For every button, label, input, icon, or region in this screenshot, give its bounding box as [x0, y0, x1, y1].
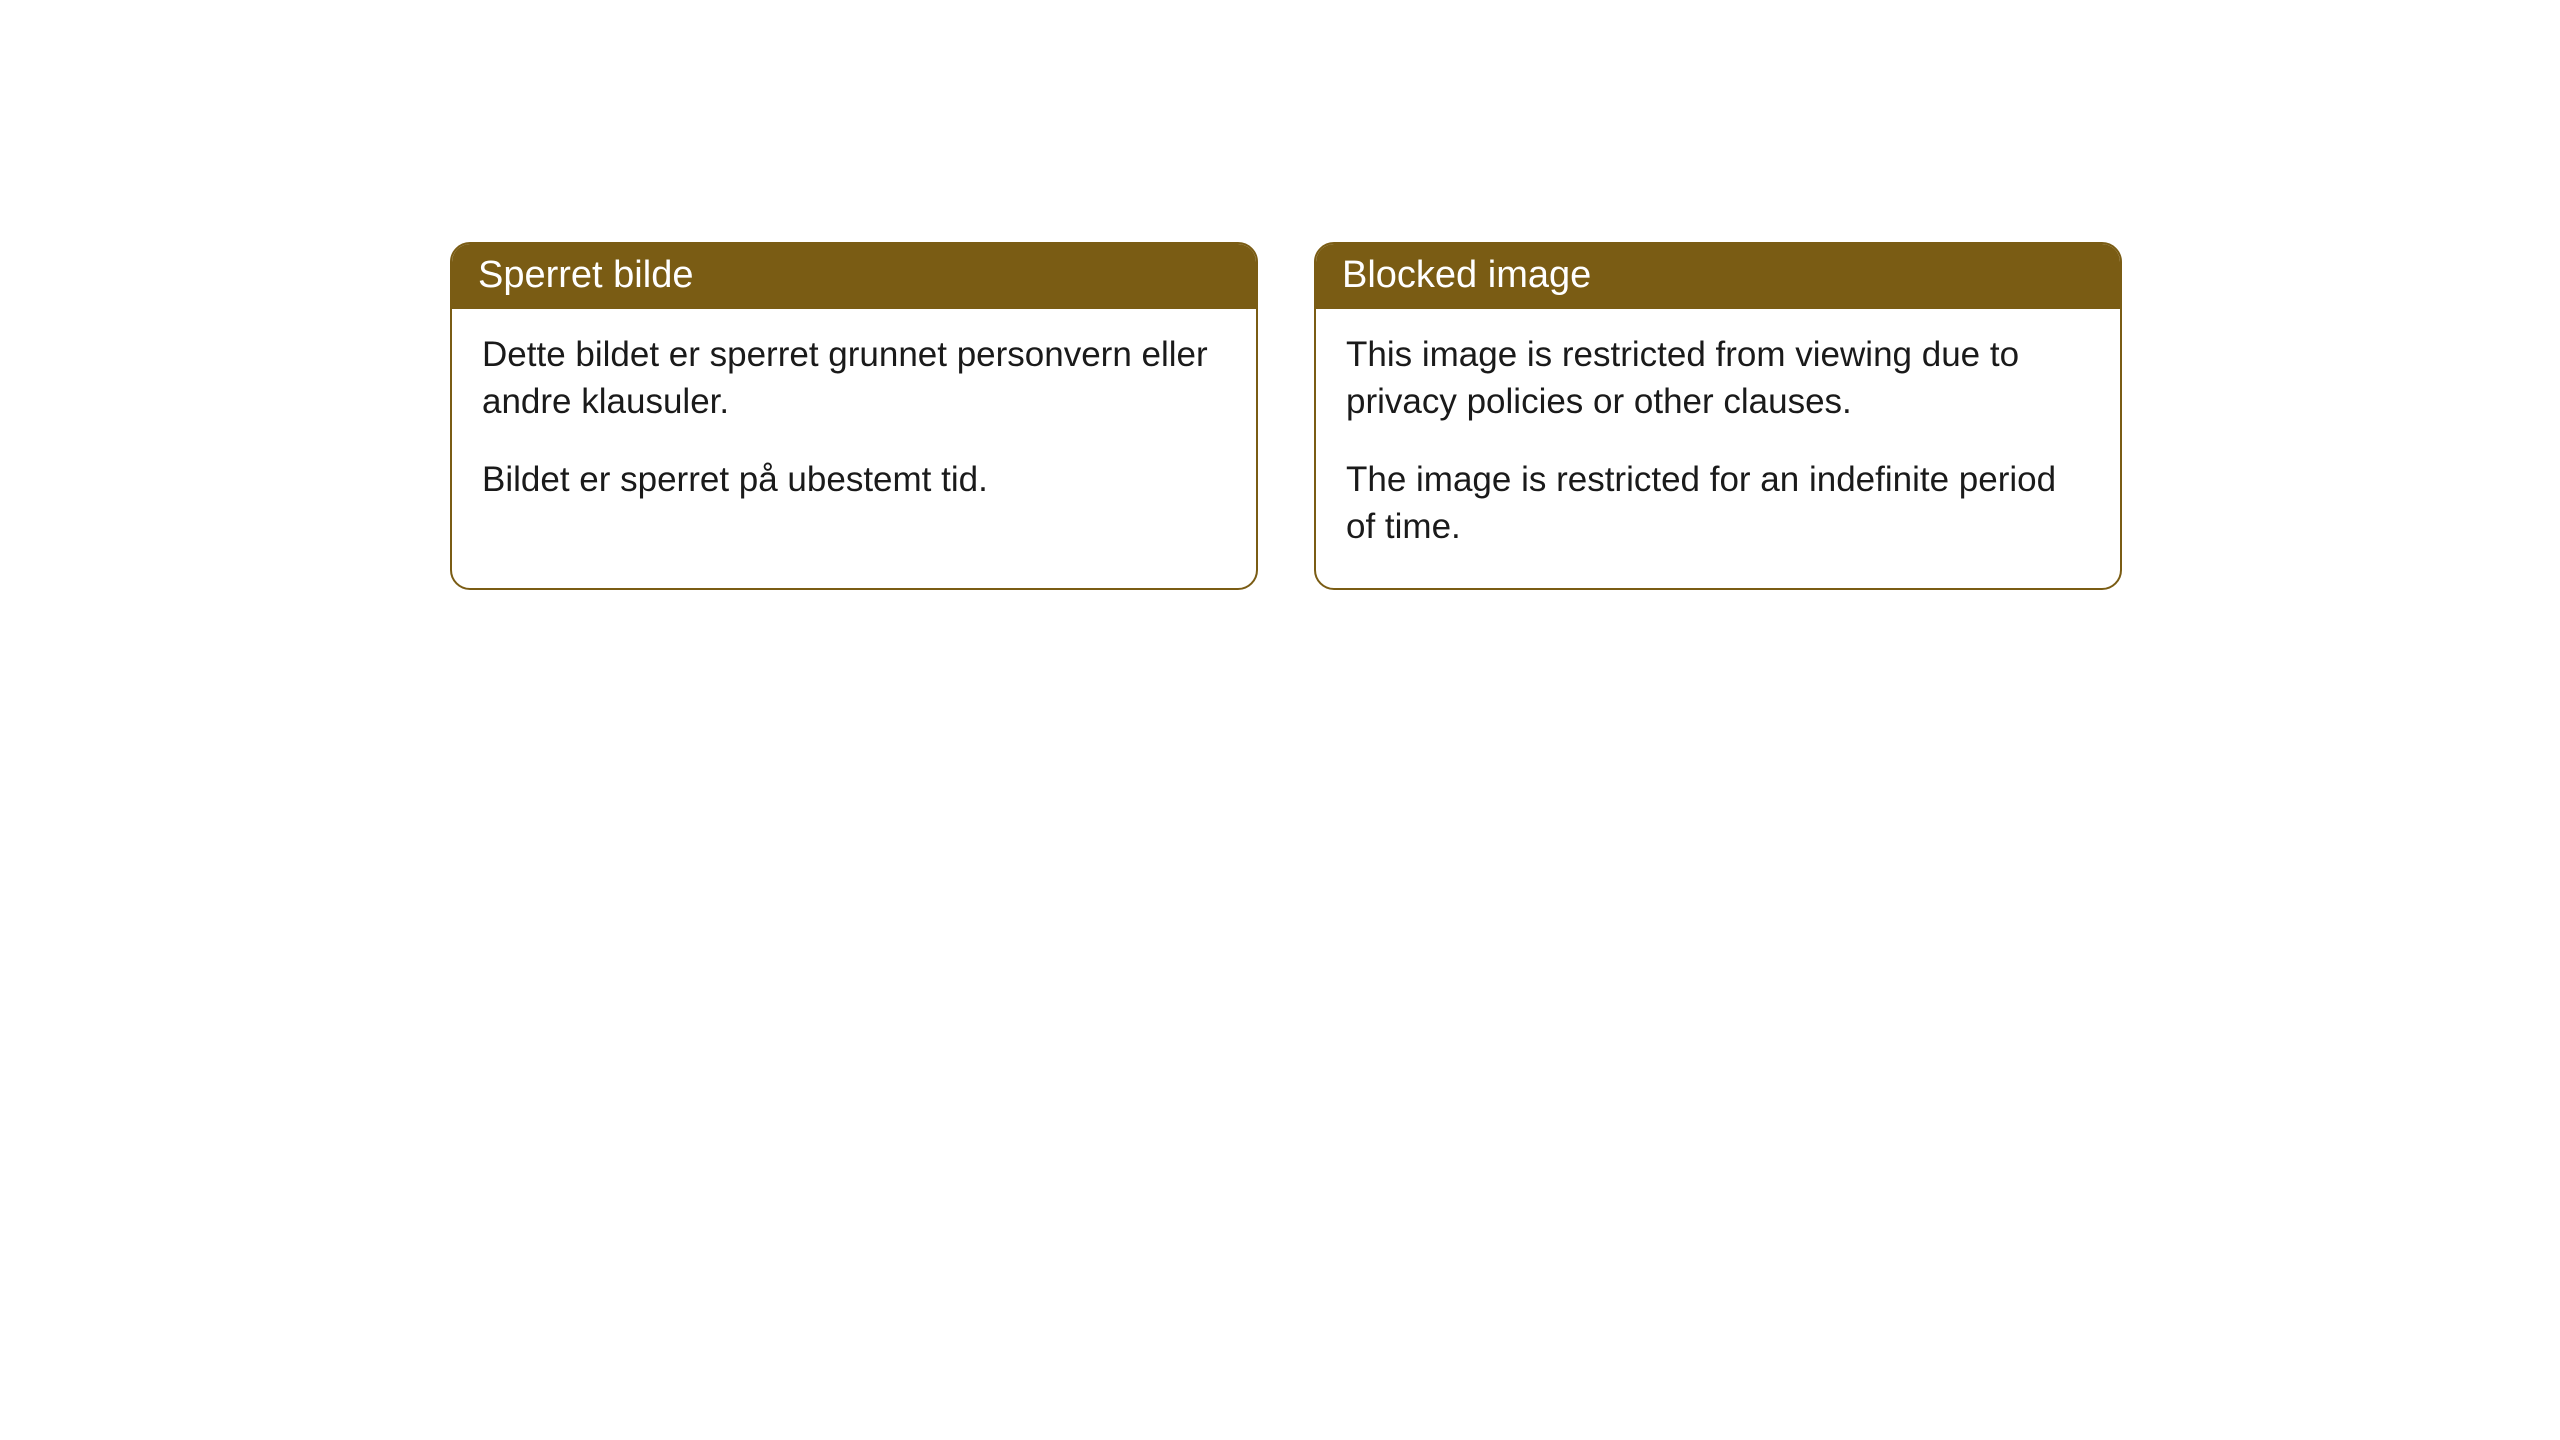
notice-container: Sperret bilde Dette bildet er sperret gr…: [0, 0, 2560, 590]
card-text-english-1: This image is restricted from viewing du…: [1346, 331, 2090, 426]
card-text-english-2: The image is restricted for an indefinit…: [1346, 456, 2090, 551]
card-header-english: Blocked image: [1316, 244, 2120, 309]
card-text-norwegian-1: Dette bildet er sperret grunnet personve…: [482, 331, 1226, 426]
card-header-norwegian: Sperret bilde: [452, 244, 1256, 309]
blocked-image-card-norwegian: Sperret bilde Dette bildet er sperret gr…: [450, 242, 1258, 590]
card-body-english: This image is restricted from viewing du…: [1316, 309, 2120, 588]
blocked-image-card-english: Blocked image This image is restricted f…: [1314, 242, 2122, 590]
card-text-norwegian-2: Bildet er sperret på ubestemt tid.: [482, 456, 1226, 503]
card-body-norwegian: Dette bildet er sperret grunnet personve…: [452, 309, 1256, 541]
